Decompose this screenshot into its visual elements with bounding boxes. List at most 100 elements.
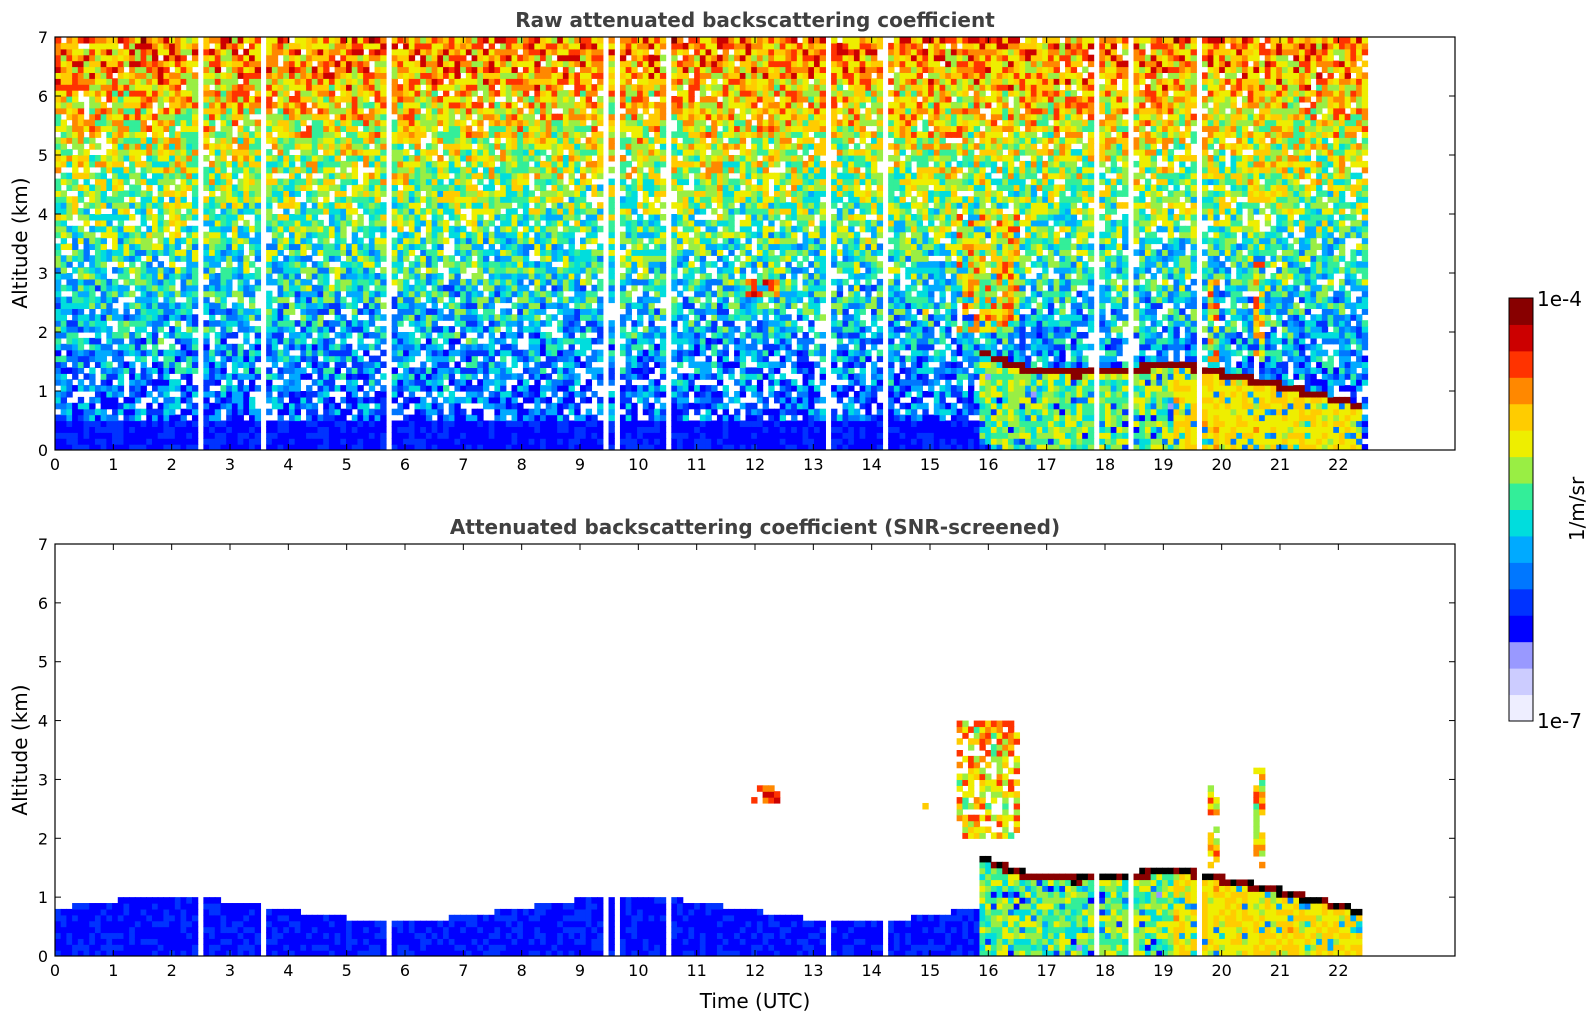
heatmap-cell	[397, 361, 404, 368]
heatmap-cell	[271, 278, 279, 286]
heatmap-cell	[460, 249, 467, 256]
heatmap-cell	[494, 284, 501, 292]
heatmap-cell	[374, 196, 381, 203]
heatmap-cell	[374, 78, 381, 85]
heatmap-cell	[425, 60, 433, 68]
heatmap-cell	[505, 90, 513, 97]
heatmap-cell	[300, 184, 307, 191]
heatmap-cell	[306, 284, 313, 292]
heatmap-cell	[60, 267, 68, 274]
heatmap-cell	[437, 326, 444, 333]
heatmap-cell	[414, 42, 421, 50]
heatmap-cell	[77, 149, 85, 156]
heatmap-cell	[294, 290, 301, 298]
heatmap-cell	[283, 267, 290, 274]
heatmap-cell	[368, 160, 376, 168]
heatmap-cell	[243, 267, 250, 274]
heatmap-cell	[460, 426, 467, 433]
heatmap-cell	[237, 125, 244, 132]
heatmap-cell	[106, 137, 113, 144]
heatmap-cell	[306, 137, 313, 144]
panel-raw: Raw attenuated backscattering coefficien…	[8, 8, 1456, 474]
heatmap-cell	[488, 284, 496, 292]
heatmap-cell	[391, 273, 398, 280]
heatmap-cell	[152, 337, 159, 345]
heatmap-cell	[271, 113, 279, 121]
heatmap-cell	[437, 101, 444, 109]
heatmap-cell	[443, 66, 450, 73]
heatmap-cell	[152, 249, 159, 256]
heatmap-cell	[294, 131, 301, 138]
heatmap-cell	[157, 385, 165, 392]
heatmap-cell	[517, 172, 524, 180]
heatmap-cell	[346, 255, 353, 262]
heatmap-cell	[83, 290, 90, 298]
heatmap-cell	[66, 37, 73, 44]
heatmap-cell	[209, 125, 216, 132]
heatmap-cell	[157, 155, 165, 162]
heatmap-cell	[448, 438, 456, 445]
heatmap-cell	[106, 379, 113, 386]
heatmap-cell	[174, 255, 182, 262]
heatmap-cell	[89, 349, 96, 357]
heatmap-cell	[323, 237, 330, 245]
heatmap-cell	[180, 101, 187, 109]
heatmap-cell	[123, 178, 130, 186]
heatmap-cell	[129, 385, 136, 392]
heatmap-cell	[209, 414, 216, 422]
heatmap-cell	[460, 278, 467, 286]
heatmap-cell	[505, 208, 513, 215]
heatmap-cell	[482, 361, 490, 368]
heatmap-cell	[237, 243, 244, 250]
heatmap-cell	[277, 166, 284, 174]
heatmap-cell	[220, 231, 227, 239]
heatmap-cell	[488, 267, 496, 274]
heatmap-cell	[374, 54, 381, 62]
heatmap-cell	[112, 402, 119, 410]
heatmap-cell	[534, 402, 541, 410]
heatmap-cell	[482, 84, 490, 91]
heatmap-cell	[328, 155, 336, 162]
heatmap-cell	[425, 296, 433, 304]
heatmap-cell	[340, 420, 347, 427]
heatmap-cell	[517, 261, 524, 268]
heatmap-cell	[100, 444, 107, 450]
heatmap-cell	[460, 302, 467, 309]
heatmap-cell	[180, 432, 187, 439]
heatmap-cell	[448, 184, 456, 191]
heatmap-cell	[534, 125, 541, 132]
heatmap-cell	[437, 184, 444, 191]
heatmap-cell	[425, 402, 433, 410]
heatmap-cell	[174, 237, 182, 245]
heatmap-cell	[408, 267, 416, 274]
heatmap-cell	[306, 355, 313, 363]
heatmap-cell	[505, 72, 513, 79]
heatmap-cell	[494, 290, 501, 298]
heatmap-cell	[522, 214, 530, 221]
heatmap-cell	[117, 438, 125, 445]
heatmap-cell	[83, 373, 90, 380]
heatmap-cell	[100, 119, 107, 127]
heatmap-cell	[117, 273, 125, 280]
heatmap-cell	[448, 261, 456, 268]
heatmap-cell	[140, 349, 147, 357]
heatmap-cell	[397, 249, 404, 256]
heatmap-cell	[266, 396, 273, 404]
heatmap-cell	[163, 396, 170, 404]
heatmap-cell	[328, 137, 336, 144]
heatmap-cell	[420, 219, 427, 227]
heatmap-cell	[152, 284, 159, 292]
heatmap-cell	[157, 391, 165, 398]
heatmap-cell	[380, 208, 387, 215]
heatmap-cell	[83, 249, 90, 256]
heatmap-cell	[277, 302, 284, 309]
heatmap-cell	[431, 214, 438, 221]
heatmap-cell	[414, 326, 421, 333]
heatmap-cell	[414, 84, 421, 91]
heatmap-cell	[380, 391, 387, 398]
heatmap-cell	[300, 255, 307, 262]
heatmap-cell	[146, 66, 153, 73]
heatmap-cell	[89, 402, 96, 410]
heatmap-cell	[340, 149, 347, 156]
heatmap-cell	[351, 155, 359, 162]
